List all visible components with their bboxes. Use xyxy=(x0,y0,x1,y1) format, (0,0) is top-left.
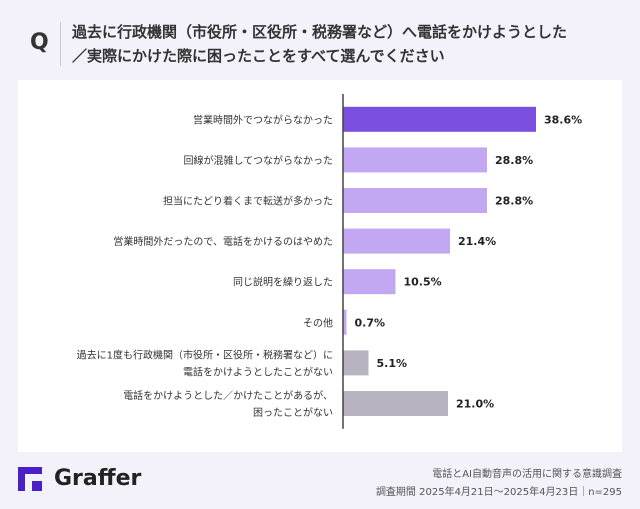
category-label: 同じ説明を繰り返した xyxy=(233,276,333,289)
data-label: 5.1% xyxy=(377,357,408,370)
data-label: 10.5% xyxy=(404,276,442,289)
bar xyxy=(343,188,487,213)
chart-card xyxy=(18,80,622,452)
category-label: 回線が混雑してつながらなかった xyxy=(184,154,334,167)
category-label: 営業時間外だったので、電話をかけるのはやめた xyxy=(113,235,333,248)
category-label: 営業時間外でつながらなかった xyxy=(193,113,333,126)
survey-name: 電話とAI自動音声の活用に関する意識調査 xyxy=(432,469,622,480)
graffer-logo-icon xyxy=(18,466,42,491)
brand-name: Graffer xyxy=(54,466,142,491)
data-label: 38.6% xyxy=(544,113,582,126)
bar xyxy=(343,147,487,173)
bar xyxy=(343,228,450,254)
data-label: 21.0% xyxy=(456,398,494,411)
category-label: 困ったことがない xyxy=(253,406,333,419)
survey-source: 電話とAI自動音声の活用に関する意識調査 調査期間 2025年4月21日〜202… xyxy=(376,466,622,502)
data-label: 28.8% xyxy=(495,154,533,167)
bar xyxy=(343,269,396,295)
title-line-2: ／実際にかけた際に困ったことをすべて選んでください xyxy=(72,47,445,65)
bar xyxy=(343,391,448,416)
bar xyxy=(343,350,369,376)
question-mark: Q xyxy=(30,30,49,55)
bar xyxy=(343,309,347,335)
category-label: 担当にたどり着くまで転送が多かった xyxy=(163,195,333,208)
category-label: その他 xyxy=(303,316,333,329)
data-label: 21.4% xyxy=(458,235,496,248)
survey-period: 調査期間 2025年4月21日〜2025年4月23日｜n=295 xyxy=(375,487,622,498)
category-label: 電話をかけようとした／かけたことがあるが、 xyxy=(123,389,333,402)
title-line-1: 過去に行政機関（市役所・区役所・税務署など）へ電話をかけようとした xyxy=(72,23,568,41)
category-label: 電話をかけようとしたことがない xyxy=(183,365,333,378)
divider xyxy=(60,22,61,66)
bar xyxy=(343,106,536,132)
graffer-logo: Graffer xyxy=(18,466,141,491)
data-label: 0.7% xyxy=(355,316,386,329)
question-title: 過去に行政機関（市役所・区役所・税務署など）へ電話をかけようとした ／実際にかけ… xyxy=(72,20,632,68)
category-label: 過去に1度も行政機関（市役所・区役所・税務署など）に xyxy=(77,348,333,361)
data-label: 28.8% xyxy=(495,195,533,208)
